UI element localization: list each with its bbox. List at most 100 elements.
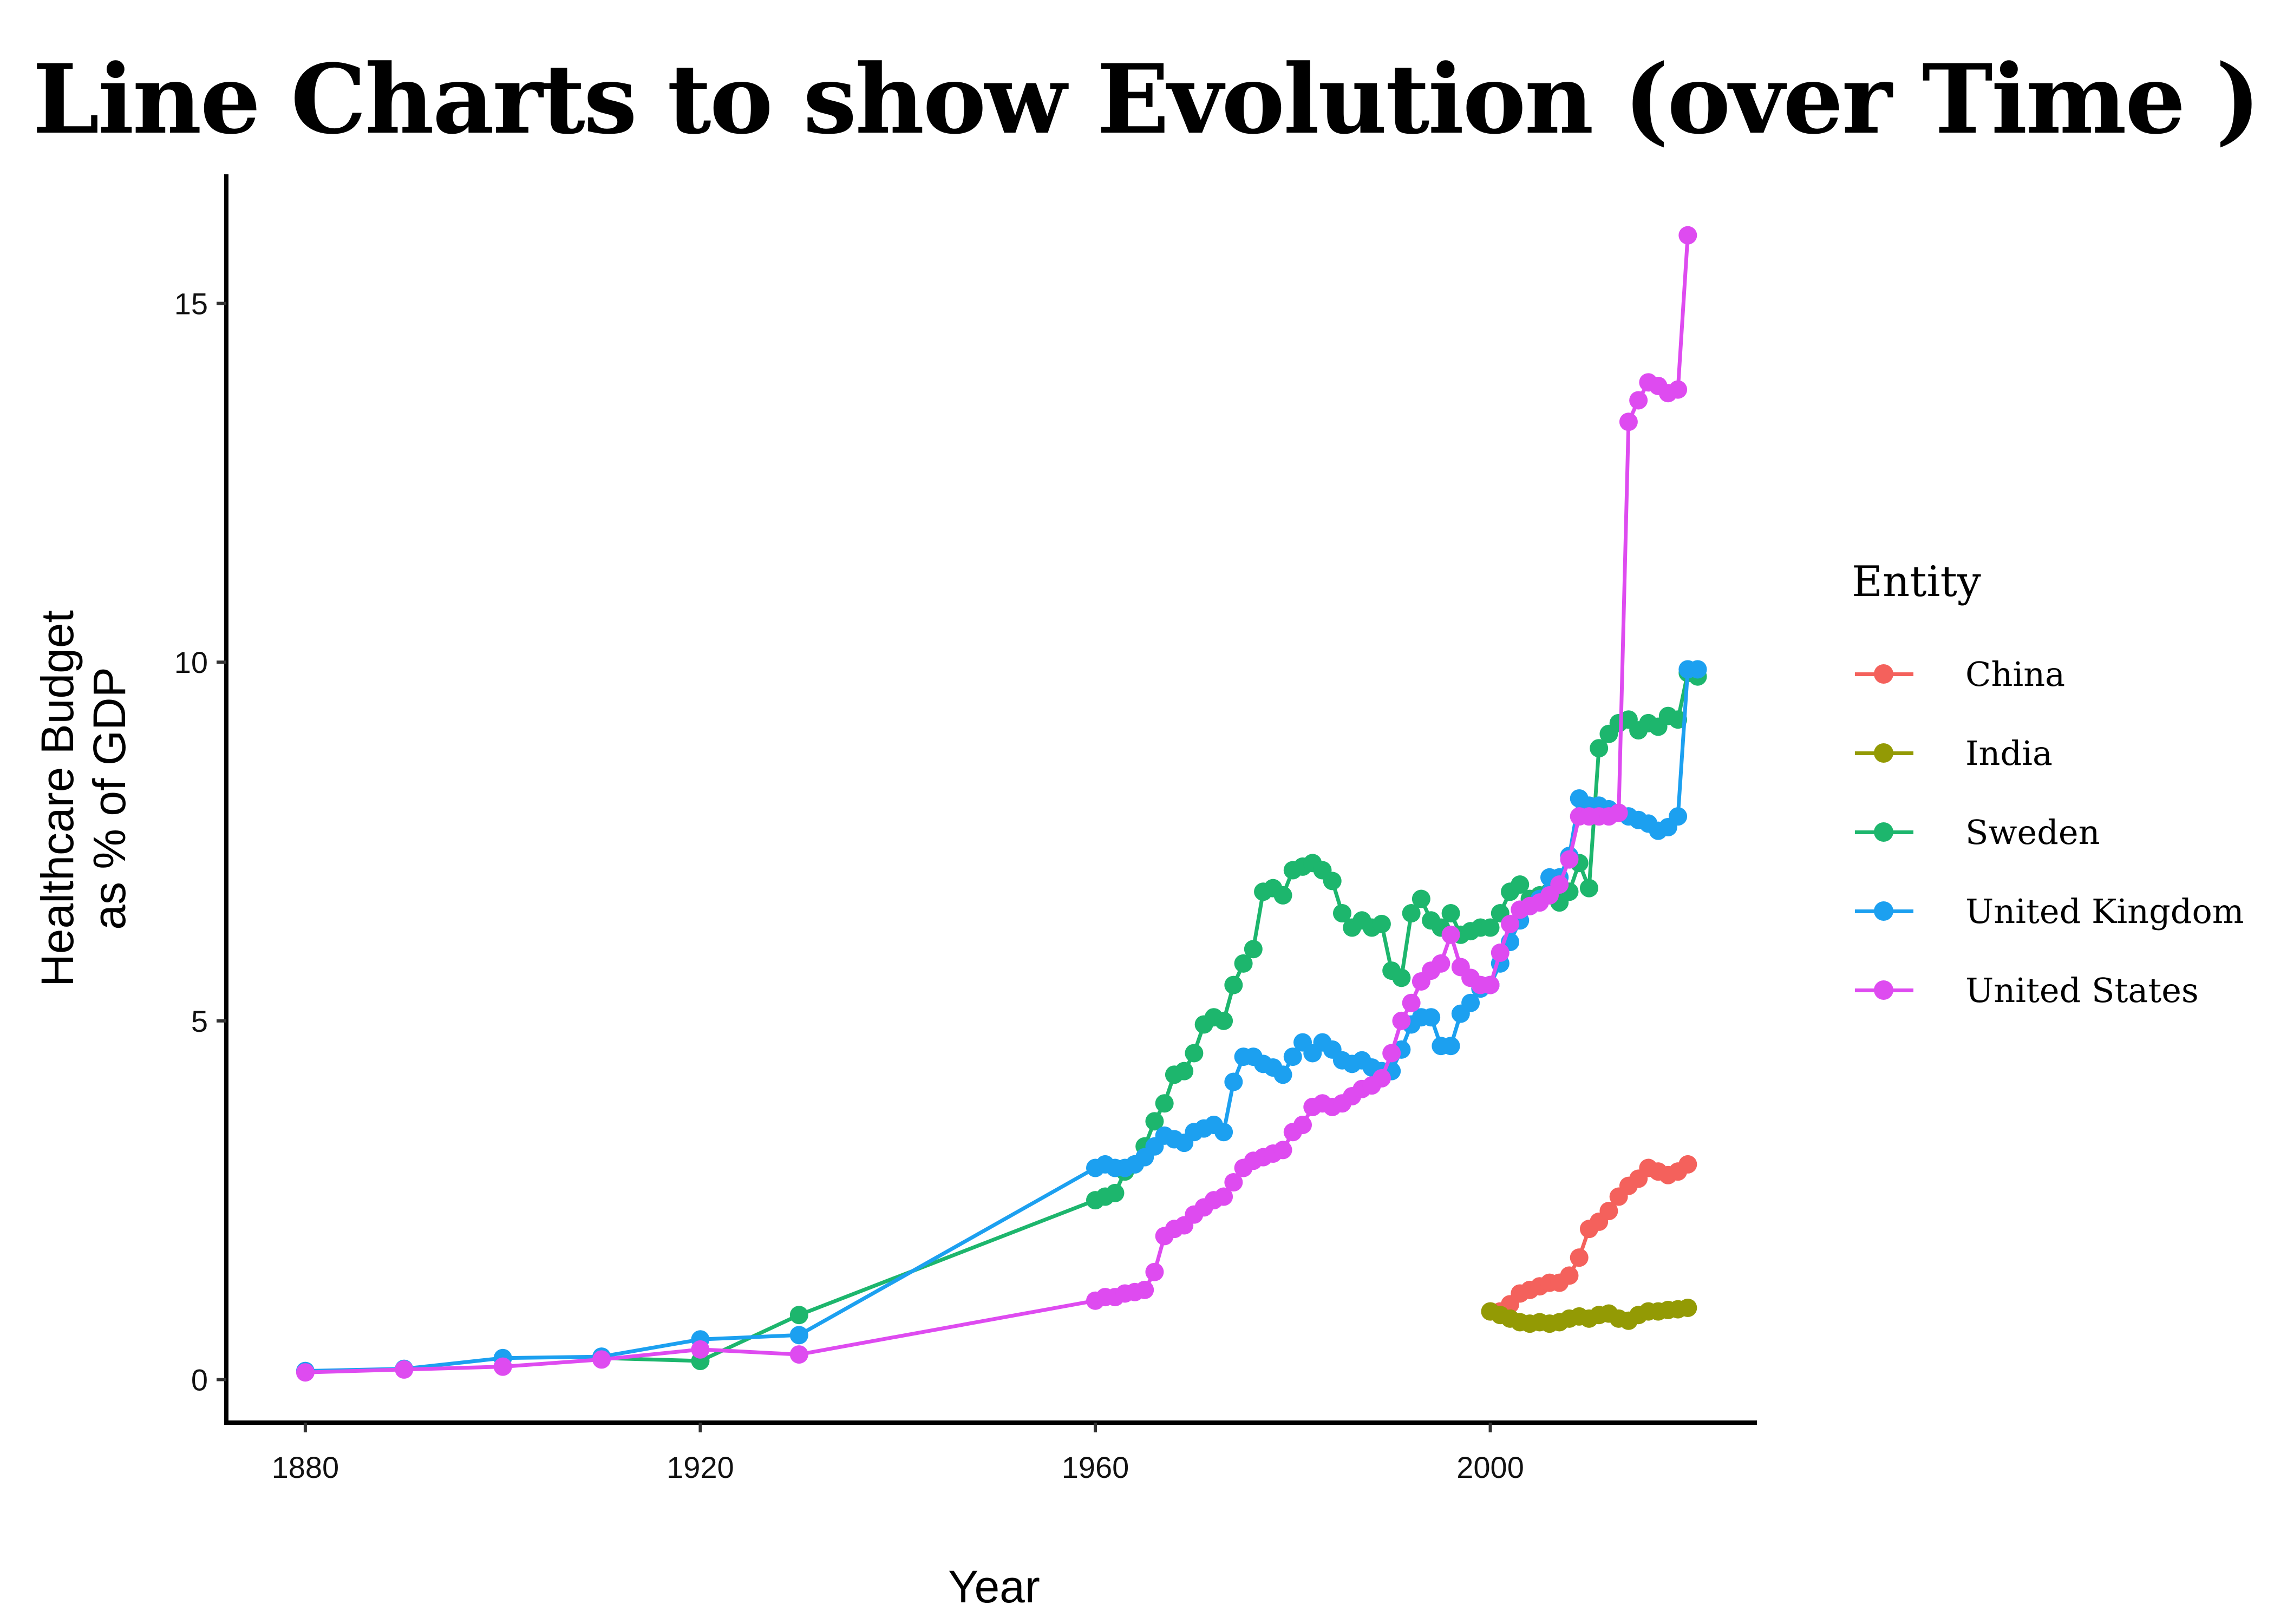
data-point-sweden [1244, 940, 1263, 959]
data-point-sweden [1106, 1183, 1125, 1202]
legend-key-icon [1852, 663, 1917, 685]
data-point-sweden [1579, 879, 1598, 898]
data-point-united-kingdom [1688, 660, 1707, 679]
data-point-sweden [1392, 968, 1411, 987]
data-point-sweden [1590, 739, 1609, 758]
data-point-united-states [395, 1360, 414, 1379]
data-point-united-states [1145, 1262, 1164, 1281]
data-point-united-states [1629, 391, 1648, 410]
series-china [1481, 1155, 1697, 1321]
data-point-united-states [1372, 1069, 1391, 1088]
data-point-sweden [1481, 918, 1500, 937]
legend-key-icon [1852, 900, 1917, 922]
data-point-sweden [789, 1306, 808, 1325]
legend-item-united-states: United States [1852, 951, 2244, 1030]
legend-label: United States [1965, 970, 2199, 1010]
legend-title: Entity [1852, 558, 1981, 606]
series-sweden [592, 664, 1707, 1371]
data-point-sweden [1323, 872, 1342, 890]
data-point-united-states [1392, 1011, 1411, 1030]
data-point-united-states [691, 1340, 710, 1359]
data-point-united-kingdom [1224, 1072, 1243, 1091]
data-point-united-states [592, 1350, 611, 1369]
data-point-sweden [1145, 1112, 1164, 1131]
data-point-united-states [1560, 850, 1579, 869]
data-point-united-states [1432, 954, 1450, 973]
chart-title: Line Charts to show Evolution (over Time… [32, 43, 2260, 155]
data-point-united-states [1609, 803, 1628, 822]
x-tick-label: 1920 [666, 1450, 734, 1484]
x-tick-label: 1960 [1062, 1450, 1129, 1484]
series-united-states [296, 226, 1697, 1382]
y-ticks: 0 5 10 15 [174, 287, 226, 1397]
data-point-sweden [1412, 889, 1430, 908]
data-point-united-states [1491, 943, 1510, 962]
data-point-china [1599, 1202, 1618, 1221]
data-point-united-states [1273, 1141, 1292, 1160]
data-point-sweden [1214, 1011, 1233, 1030]
data-point-china [1570, 1248, 1589, 1267]
data-point-sweden [1511, 875, 1530, 894]
legend-item-india: India [1852, 713, 2244, 793]
y-tick-label: 15 [174, 287, 208, 321]
data-point-united-states [1402, 993, 1421, 1012]
data-point-sweden [1234, 954, 1253, 973]
data-point-sweden [1185, 1044, 1204, 1063]
series-layer [296, 226, 1707, 1382]
data-point-sweden [1402, 904, 1421, 923]
data-point-united-states [1501, 914, 1520, 933]
legend-items: China India Sweden United Kingdom United Sta… [1852, 634, 2244, 1030]
data-point-united-states [789, 1345, 808, 1364]
data-point-united-states [1619, 412, 1638, 431]
legend-label: United Kingdom [1965, 891, 2244, 931]
y-tick-label: 0 [191, 1363, 208, 1397]
legend-key-icon [1852, 821, 1917, 843]
data-point-united-states [1224, 1173, 1243, 1192]
data-point-united-kingdom [1669, 807, 1688, 826]
series-line-sweden [601, 671, 1698, 1363]
legend-key-icon [1852, 742, 1917, 764]
data-point-united-states [1669, 380, 1688, 399]
legend-label: Sweden [1965, 812, 2100, 852]
data-point-united-kingdom [789, 1326, 808, 1345]
data-point-sweden [1175, 1062, 1194, 1081]
x-tick-label: 2000 [1456, 1450, 1524, 1484]
series-line-united-states [305, 235, 1690, 1374]
y-tick-label: 10 [174, 645, 208, 679]
data-point-sweden [1332, 904, 1351, 923]
data-point-united-kingdom [1461, 993, 1480, 1012]
legend-item-china: China [1852, 634, 2244, 713]
data-point-sweden [1273, 886, 1292, 905]
data-point-united-states [1481, 975, 1500, 994]
data-point-united-kingdom [1273, 1065, 1292, 1084]
y-axis-title-line-2: as % of GDP [84, 667, 135, 930]
legend: Entity China India Sweden United Kingdom Uni… [1852, 558, 2244, 1030]
data-point-united-states [1382, 1044, 1401, 1063]
series-line-united-kingdom [305, 667, 1698, 1373]
legend-label: India [1965, 733, 2053, 773]
data-point-united-states [493, 1357, 512, 1376]
data-point-united-states [1441, 925, 1460, 944]
legend-label: China [1965, 654, 2066, 694]
data-point-united-states [296, 1363, 315, 1382]
data-point-united-states [1678, 226, 1697, 245]
data-point-united-states [1293, 1116, 1312, 1135]
data-point-china [1678, 1155, 1697, 1174]
legend-item-sweden: Sweden [1852, 793, 2244, 872]
x-ticks: 1880 1920 1960 2000 [272, 1423, 1524, 1484]
data-point-sweden [1155, 1094, 1174, 1113]
data-point-united-states [1214, 1187, 1233, 1206]
y-axis-title-line-1: Healthcare Budget [32, 610, 83, 987]
legend-key-icon [1852, 979, 1917, 1001]
series-india [1481, 1298, 1697, 1333]
data-point-united-states [1550, 875, 1569, 894]
data-point-sweden [1441, 904, 1460, 923]
data-point-sweden [1372, 914, 1391, 933]
x-tick-label: 1880 [272, 1450, 339, 1484]
data-point-united-kingdom [1441, 1037, 1460, 1056]
data-point-china [1560, 1266, 1579, 1285]
data-point-india [1678, 1298, 1697, 1317]
y-tick-label: 5 [191, 1004, 208, 1038]
data-point-united-kingdom [1283, 1047, 1302, 1066]
